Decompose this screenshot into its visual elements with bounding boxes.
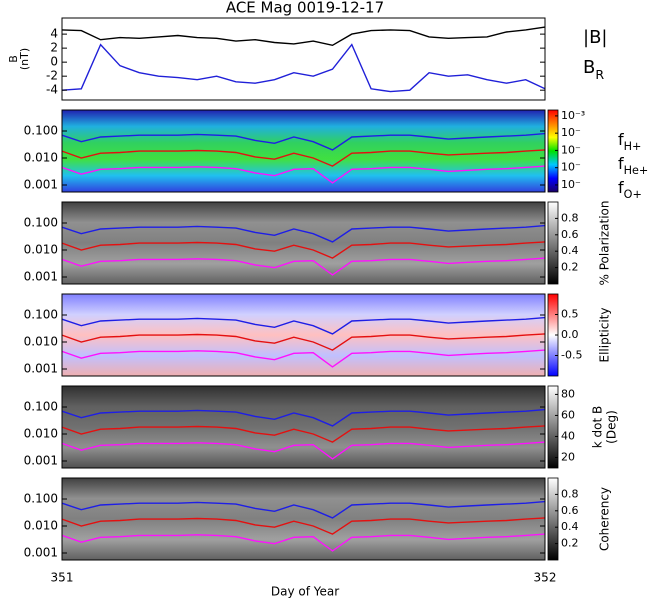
colorbar-tick-label: 10⁻ xyxy=(561,126,581,139)
series-line xyxy=(61,533,546,552)
plot-frame xyxy=(61,477,546,561)
y-tick-label: -4 xyxy=(46,83,58,97)
colorbar-tick-label: 10⁻ xyxy=(561,178,581,191)
legend-text-sub: R xyxy=(595,67,604,82)
plot-frame xyxy=(61,17,546,101)
colorbar xyxy=(547,109,559,193)
series-line xyxy=(61,408,546,427)
y-tick-label: 0.001 xyxy=(24,361,58,375)
colorbar-label: Ellipticity xyxy=(598,308,612,363)
y-tick-label: 0 xyxy=(50,55,58,69)
y-tick-label: 0.100 xyxy=(24,216,58,230)
colorbar xyxy=(547,477,559,561)
y-tick-label: -2 xyxy=(46,69,58,83)
series-line xyxy=(61,224,546,243)
colorbar-tick-label: 0.4 xyxy=(561,244,579,257)
series-line xyxy=(61,132,546,151)
legend-text: f xyxy=(618,154,624,173)
y-tick-label: 0.001 xyxy=(24,177,58,191)
y-tick-label: 0.100 xyxy=(24,124,58,138)
legend-entry: fO+ xyxy=(618,178,642,201)
y-tick-label: 0.100 xyxy=(24,308,58,322)
colorbar-tick-label: 0.8 xyxy=(561,487,579,500)
colorbar-tick-label: -0.5 xyxy=(561,349,582,362)
legend-text: B xyxy=(583,57,595,78)
series-line xyxy=(61,257,546,276)
series-line xyxy=(61,26,546,47)
series-line xyxy=(61,165,546,184)
series-line xyxy=(61,517,546,535)
series-line xyxy=(61,425,546,443)
colorbar-tick-label: 0.5 xyxy=(561,308,579,321)
colorbar-tick-label: 10⁻ xyxy=(561,161,581,174)
y-tick-label: 4 xyxy=(50,27,58,41)
colorbar-label: (Deg) xyxy=(605,410,619,444)
y-tick-label: 0.010 xyxy=(24,242,58,256)
series-line xyxy=(61,149,546,167)
colorbar-tick-label: 40 xyxy=(561,429,575,442)
y-axis-label: (nT) xyxy=(18,48,31,70)
y-tick-label: 0.001 xyxy=(24,453,58,467)
colorbar-label: k dot B xyxy=(591,406,605,448)
y-axis-label: B xyxy=(7,55,20,63)
colorbar-label: % Polarization xyxy=(598,201,612,286)
y-tick-label: 0.010 xyxy=(24,150,58,164)
y-tick-label: 0.001 xyxy=(24,269,58,283)
legend-text-sub: H+ xyxy=(624,140,642,153)
colorbar xyxy=(547,385,559,469)
colorbar-tick-label: 0.8 xyxy=(561,211,579,224)
plot-frame xyxy=(61,293,546,377)
series-line xyxy=(61,441,546,460)
colorbar-tick-label: 0.0 xyxy=(561,328,579,341)
colorbar-tick-label: 0.2 xyxy=(561,537,579,550)
x-tick-label: 352 xyxy=(534,571,557,585)
colorbar-tick-label: 80 xyxy=(561,387,575,400)
colorbar-tick-label: 10⁻³ xyxy=(561,109,585,122)
y-tick-label: 0.010 xyxy=(24,426,58,440)
y-tick-label: 0.100 xyxy=(24,492,58,506)
legend-entry: fHe+ xyxy=(618,154,648,177)
legend-text-sub: He+ xyxy=(624,164,649,177)
x-axis-label: Day of Year xyxy=(271,585,339,599)
y-tick-label: 0.100 xyxy=(24,400,58,414)
colorbar-tick-label: 60 xyxy=(561,408,575,421)
series-line xyxy=(61,500,546,519)
plot-frame xyxy=(61,201,546,285)
colorbar-label: Coherency xyxy=(598,487,612,551)
legend-text-sub: O+ xyxy=(624,188,642,201)
y-tick-label: 0.001 xyxy=(24,545,58,559)
legend-text: f xyxy=(618,130,624,149)
series-line xyxy=(61,316,546,335)
series-line xyxy=(61,43,546,93)
colorbar-tick-label: 0.4 xyxy=(561,520,579,533)
legend-entry: fH+ xyxy=(618,130,641,153)
colorbar xyxy=(547,201,559,285)
colorbar-tick-label: 0.2 xyxy=(561,261,579,274)
colorbar-tick-label: 0.6 xyxy=(561,228,579,241)
legend-text: f xyxy=(618,178,624,197)
y-tick-label: 0.010 xyxy=(24,334,58,348)
series-line xyxy=(61,349,546,368)
chart-title: ACE Mag 0019-12-17 xyxy=(226,0,384,17)
colorbar-tick-label: 10⁻ xyxy=(561,143,581,156)
plot-frame xyxy=(61,109,546,193)
y-tick-label: 0.010 xyxy=(24,518,58,532)
series-line xyxy=(61,333,546,351)
legend-text: |B| xyxy=(583,27,607,48)
y-tick-label: 2 xyxy=(50,41,58,55)
legend-entry: |B| xyxy=(583,27,607,48)
series-line xyxy=(61,241,546,259)
plot-frame xyxy=(61,385,546,469)
colorbar-tick-label: 0.6 xyxy=(561,504,579,517)
legend-entry: BR xyxy=(583,57,604,82)
x-tick-label: 351 xyxy=(51,571,74,585)
colorbar-tick-label: 20 xyxy=(561,450,575,463)
